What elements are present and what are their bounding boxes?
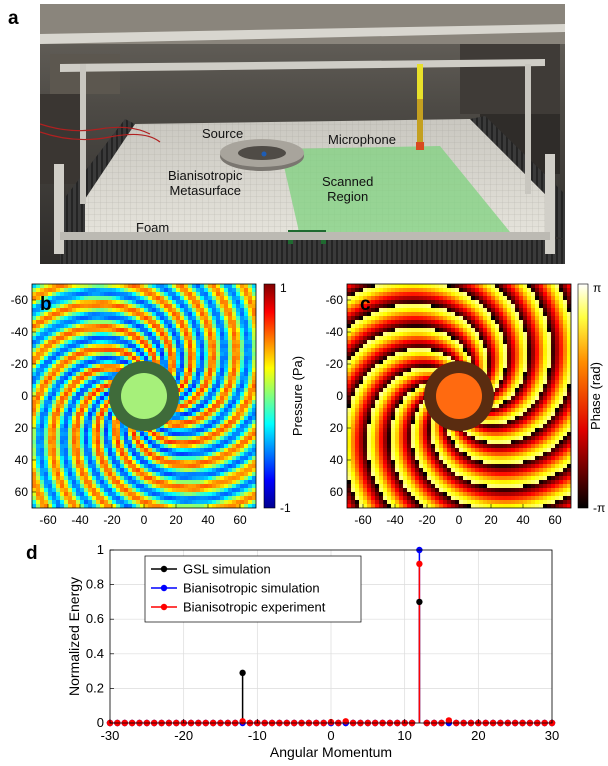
pressure-colorbar-max: 1: [280, 281, 287, 295]
chart-xtick-label: 30: [545, 728, 559, 743]
phase-colorbar-label: Phase (rad): [588, 362, 603, 430]
c-xtick-label: -40: [386, 513, 404, 526]
b-xtick-label: 20: [169, 513, 183, 526]
data-point: [342, 718, 349, 725]
b-xtick-label: 0: [141, 513, 148, 526]
angular-momentum-chart: -30 -20 -10 0 10 20 30 0 0.2 0.4 0.6 0.8 1 Angular …: [66, 542, 559, 760]
b-xtick-label: 60: [233, 513, 247, 526]
phase-colorbar-min: -π: [593, 501, 605, 515]
phase-field: [347, 284, 571, 508]
phase-map-plot: -60 -40 -20 0 20 40 60 -60 -40 -20 0 20 40 60 π -π P…: [326, 281, 606, 526]
b-xtick-label: 40: [201, 513, 215, 526]
legend-marker: [160, 603, 168, 611]
legend-label: Bianisotropic simulation: [183, 581, 320, 596]
pressure-map-plot: -60 -40 -20 0 20 40 60 -60 -40 -20 0 20 40 60 1 -1 P…: [11, 281, 305, 526]
c-xtick-label: -60: [354, 513, 372, 526]
label-microphone: Microphone: [328, 132, 396, 147]
legend-label: GSL simulation: [183, 562, 271, 577]
chart-ytick-label: 0.6: [86, 611, 104, 626]
c-xtick-label: 60: [548, 513, 562, 526]
c-ytick-label: -40: [326, 325, 344, 339]
label-metasurface: Bianisotropic Metasurface: [168, 168, 242, 198]
chart-xtick-label: 0: [327, 728, 334, 743]
data-point: [445, 717, 453, 724]
chart-xtick-label: -30: [101, 728, 120, 743]
b-ytick-label: 20: [15, 421, 29, 435]
label-source: Source: [202, 126, 244, 141]
pressure-colorbar-label: Pressure (Pa): [290, 356, 305, 436]
chart-ytick-label: 0.4: [86, 646, 104, 661]
c-ytick-label: 40: [330, 453, 344, 467]
data-point: [416, 560, 423, 568]
legend-marker: [160, 584, 168, 592]
c-ytick-label: 20: [330, 421, 344, 435]
pressure-colorbar-min: -1: [280, 501, 291, 515]
b-ytick-label: -40: [11, 325, 29, 339]
legend-label: Bianisotropic experiment: [183, 600, 326, 615]
lab-setup-illustration: [40, 4, 565, 264]
legend-marker: [160, 565, 168, 573]
panel-c-letter: c: [360, 294, 371, 315]
data-point: [239, 718, 246, 725]
chart-xtick-label: 20: [471, 728, 485, 743]
chart-xlabel: Angular Momentum: [270, 744, 392, 760]
chart-xtick-label: -10: [248, 728, 267, 743]
chart-legend: GSL simulation Bianisotropic simulation Bi…: [144, 555, 362, 623]
c-xtick-label: 0: [456, 513, 463, 526]
chart-xtick-label: -20: [174, 728, 193, 743]
b-ytick-label: 40: [15, 453, 29, 467]
b-ytick-label: -20: [11, 357, 29, 371]
pressure-colorbar: [263, 283, 276, 509]
b-xtick-label: -20: [103, 513, 121, 526]
chart-ytick-label: 1: [97, 542, 104, 557]
legend-box: [144, 555, 362, 623]
b-ytick-label: 60: [15, 485, 29, 499]
c-ytick-label: 0: [336, 389, 343, 403]
label-foam: Foam: [136, 220, 170, 235]
panel-d-letter: d: [26, 543, 38, 564]
c-ytick-label: -60: [326, 293, 344, 307]
chart-xtick-label: 10: [397, 728, 411, 743]
panel-b-letter: b: [40, 294, 52, 315]
b-xtick-label: -40: [71, 513, 89, 526]
data-point: [416, 598, 423, 606]
c-xtick-label: 40: [516, 513, 530, 526]
source-disk: [121, 373, 167, 419]
c-xtick-label: 20: [484, 513, 498, 526]
c-xtick-label: -20: [418, 513, 436, 526]
experiment-photo: Source Microphone Bianisotropic Metasurf…: [40, 4, 565, 264]
chart-ylabel: Normalized Energy: [66, 577, 82, 696]
chart-ytick-label: 0.8: [86, 577, 104, 592]
c-ytick-label: -20: [326, 357, 344, 371]
chart-ytick-label: 0: [97, 715, 104, 730]
b-xtick-label: -60: [39, 513, 57, 526]
b-ytick-label: -60: [11, 293, 29, 307]
label-metasurface-line1: Bianisotropic: [168, 168, 243, 183]
c-ytick-label: 60: [330, 485, 344, 499]
panel-a-letter: a: [8, 8, 19, 29]
label-scanned-region: Scanned Region: [322, 174, 373, 204]
chart-ytick-label: 0.2: [86, 680, 104, 695]
phase-colorbar-max: π: [593, 281, 601, 295]
b-ytick-label: 0: [21, 389, 28, 403]
data-point: [239, 669, 246, 677]
source-disk-phase: [436, 373, 482, 419]
label-scanned-line1: Scanned: [322, 174, 374, 189]
label-metasurface-line2: Metasurface: [169, 183, 241, 198]
label-scanned-line2: Region: [327, 189, 369, 204]
phase-colorbar: [577, 283, 589, 509]
